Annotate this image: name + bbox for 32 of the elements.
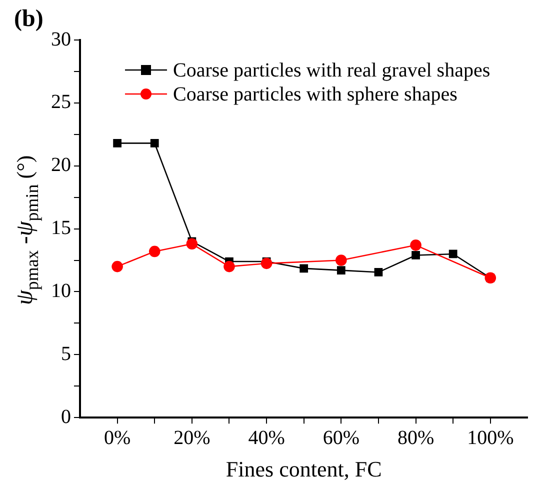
point xyxy=(112,260,123,272)
y-axis-title: ψpmax -ψpmin (°) xyxy=(12,155,42,305)
point xyxy=(336,266,346,275)
x-tick-label: 60% xyxy=(322,426,360,449)
point xyxy=(374,268,383,276)
point xyxy=(113,139,122,148)
y-tick-label: 15 xyxy=(51,217,71,240)
y-tick-label: 20 xyxy=(51,154,71,176)
point xyxy=(186,238,198,250)
point xyxy=(412,251,420,260)
x-axis-title: Fines content, FC xyxy=(226,456,382,482)
point xyxy=(448,250,458,258)
legend-label: Coarse particles with sphere shapes xyxy=(173,83,458,106)
x-tick-label: 0% xyxy=(104,426,131,449)
point xyxy=(300,264,308,273)
point xyxy=(224,260,235,272)
x-tick-label: 100% xyxy=(467,426,514,449)
y-tick-label: 30 xyxy=(51,28,71,50)
y-tick-label: 0 xyxy=(61,406,71,428)
x-tick-label: 40% xyxy=(248,426,285,449)
x-tick-label: 80% xyxy=(397,426,434,449)
chart-title: (b) xyxy=(14,6,44,32)
y-tick-label: 25 xyxy=(51,91,71,114)
point xyxy=(148,246,160,258)
y-tick-label: 10 xyxy=(51,280,71,302)
y-tick-label: 5 xyxy=(61,342,71,365)
point xyxy=(410,240,422,251)
x-tick-label: 20% xyxy=(174,426,210,449)
point xyxy=(260,258,272,270)
legend-label: Coarse particles with real gravel shapes xyxy=(173,59,490,82)
point xyxy=(150,139,159,148)
point xyxy=(336,254,347,266)
